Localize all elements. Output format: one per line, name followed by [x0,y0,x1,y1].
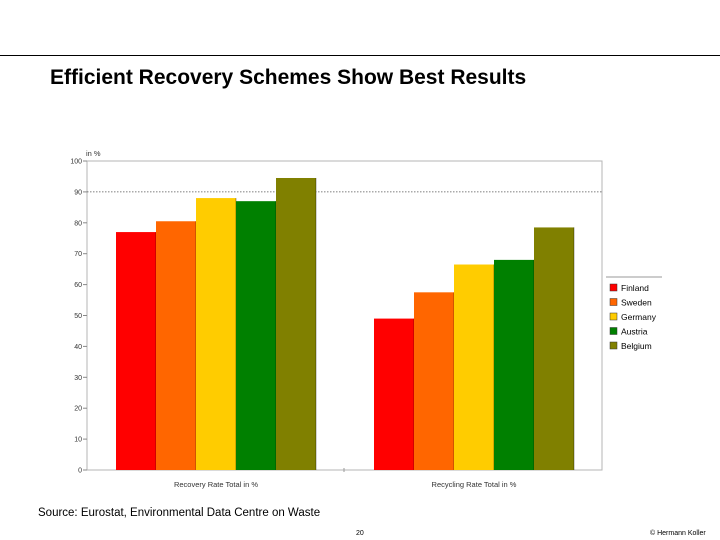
bar-belgium-1 [276,177,316,470]
y-tick-label-40: 40 [74,344,82,351]
x-category-label-1: Recovery Rate Total in % [174,480,258,489]
legend-swatch-germany [609,312,618,321]
bar-sweden-2 [414,292,454,470]
slide-title: Efficient Recovery Schemes Show Best Res… [50,66,527,89]
bar-sweden-1 [156,221,196,470]
y-unit-label: in % [86,149,101,158]
y-tick-label-100: 100 [70,159,82,166]
y-tick-label-50: 50 [74,313,82,320]
legend-label-belgium: Belgium [621,341,652,351]
bar-austria-1 [236,201,276,471]
legend-swatch-finland [609,283,618,292]
y-tick-label-80: 80 [74,220,82,227]
y-tick-label-20: 20 [74,406,82,413]
y-tick-label-10: 10 [74,437,82,444]
copyright-note: © Hermann Koller [650,530,706,537]
legend-label-finland: Finland [621,283,649,293]
legend-label-sweden: Sweden [621,298,652,308]
legend-swatch-austria [609,327,618,335]
source-note: Source: Eurostat, Environmental Data Cen… [38,507,321,519]
bar-germany-1 [196,198,236,470]
page-number: 20 [356,530,364,537]
bar-germany-2 [454,264,494,470]
y-tick-label-30: 30 [74,375,82,382]
y-tick-label-70: 70 [74,251,82,258]
y-tick-label-0: 0 [78,468,82,475]
y-tick-label-60: 60 [74,282,82,289]
bar-finland-1 [116,232,156,470]
legend-label-austria: Austria [621,327,648,337]
legend-swatch-sweden [609,298,618,306]
bar-austria-2 [494,259,534,470]
bar-finland-2 [374,318,414,470]
legend-label-germany: Germany [621,312,657,322]
legend-swatch-belgium [609,341,618,350]
x-category-label-2: Recycling Rate Total in % [432,480,517,489]
bar-belgium-2 [534,227,574,470]
top-rule [0,55,720,56]
y-tick-label-90: 90 [74,189,82,196]
